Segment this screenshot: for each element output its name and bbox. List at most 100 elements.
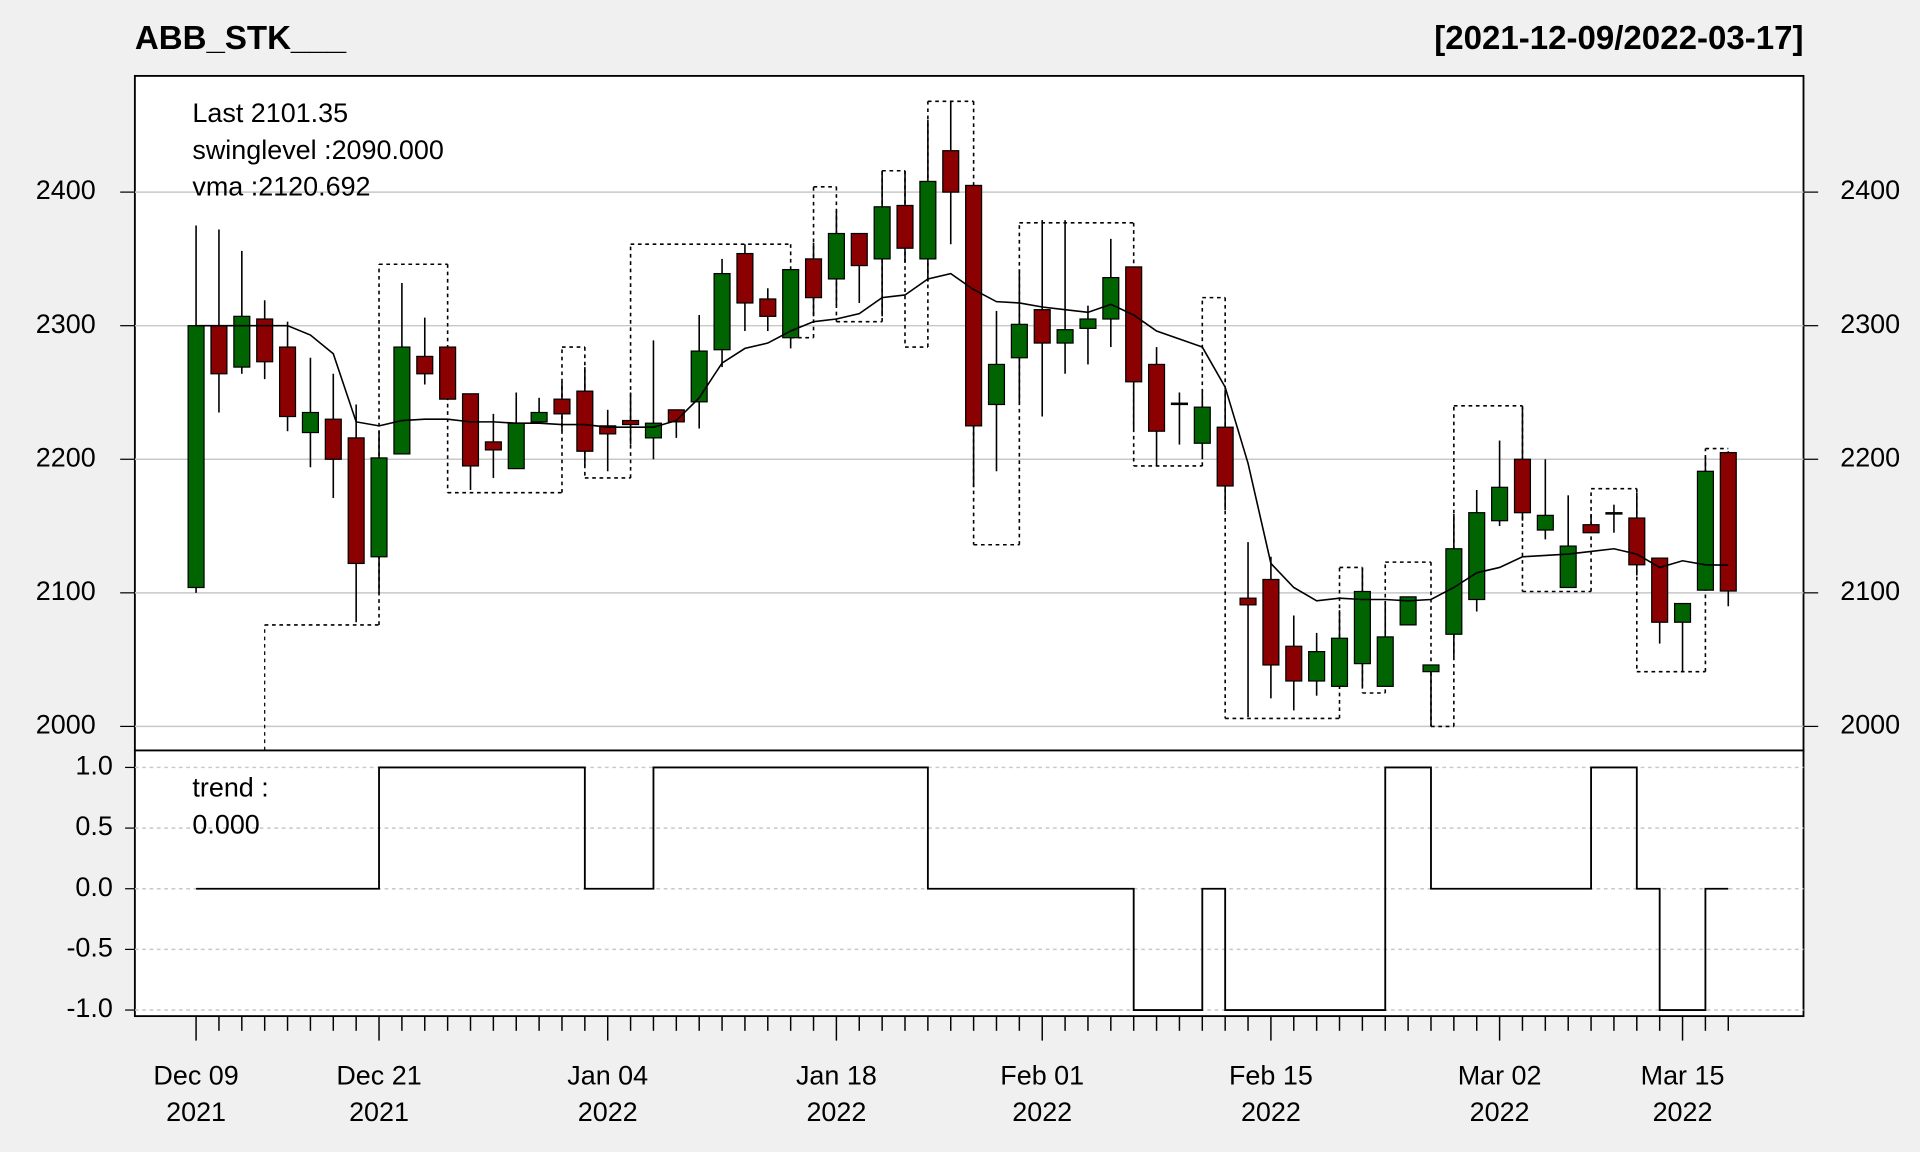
y-tick-label: -1.0 <box>66 993 112 1023</box>
candle-body <box>1605 512 1623 515</box>
y-tick-label: 0.0 <box>75 872 112 902</box>
candle-body <box>622 419 640 426</box>
candle-body <box>1239 597 1257 606</box>
candle-body <box>1651 557 1669 623</box>
y-tick-label: 2400 <box>36 175 96 205</box>
candle-body <box>690 350 708 403</box>
candle-body <box>1147 363 1166 432</box>
x-tick-label: Mar 15 <box>1641 1060 1725 1090</box>
candle-body <box>1582 524 1600 534</box>
x-tick-label: 2021 <box>349 1097 409 1127</box>
y-tick-label: -0.5 <box>66 933 112 963</box>
candle-body <box>210 325 228 375</box>
candle-body <box>233 315 251 368</box>
candle-body <box>553 398 571 415</box>
legend-entry: vma :2120.692 <box>192 172 370 202</box>
y-tick-label: 1.0 <box>75 751 112 781</box>
candle-body <box>1170 402 1189 406</box>
candle-body <box>1445 548 1463 635</box>
candle-body <box>1193 406 1211 444</box>
y-tick-label: 2300 <box>1840 309 1900 339</box>
candle-body <box>370 457 388 558</box>
candle-body <box>1536 514 1554 531</box>
candle-body <box>942 150 960 193</box>
candle-body <box>347 437 365 565</box>
candle-body <box>850 232 868 267</box>
candle-body <box>667 409 685 423</box>
candle-body <box>804 258 823 299</box>
candle-body <box>187 325 205 589</box>
candle-body <box>1719 451 1737 592</box>
candle-body <box>461 393 480 467</box>
candle-body <box>987 363 1006 406</box>
x-tick-label: Dec 21 <box>336 1060 421 1090</box>
y-tick-label: 0.5 <box>75 811 112 841</box>
candle-body <box>301 411 319 434</box>
y-tick-label: 2200 <box>36 442 96 472</box>
candle-body <box>713 272 731 351</box>
trend-panel <box>133 749 1805 1018</box>
x-tick-label: Feb 15 <box>1229 1060 1313 1090</box>
candle-body <box>1673 602 1692 623</box>
y-tick-label: 2000 <box>36 710 96 740</box>
date-range: [2021-12-09/2022-03-17] <box>1434 20 1803 57</box>
candle-body <box>256 318 274 363</box>
candle-body <box>1559 545 1577 589</box>
x-tick-label: Jan 18 <box>796 1060 877 1090</box>
candle-body <box>1056 329 1074 344</box>
candle-body <box>507 422 525 470</box>
candle-body <box>1513 458 1532 514</box>
candle-body <box>1285 645 1303 682</box>
x-tick-label: Mar 02 <box>1458 1060 1542 1090</box>
y-tick-label: 2400 <box>1840 175 1900 205</box>
candle-body <box>1468 512 1486 601</box>
x-tick-label: 2022 <box>1653 1097 1713 1127</box>
candle-body <box>599 425 617 435</box>
candle-body <box>1079 318 1097 329</box>
y-tick-label: 2300 <box>36 309 96 339</box>
candle-body <box>1216 426 1234 487</box>
candle-body <box>1330 637 1349 687</box>
candle-body <box>1353 590 1371 665</box>
candle-body <box>1262 578 1280 666</box>
legend-entry: Last 2101.35 <box>192 98 348 128</box>
x-tick-label: 2021 <box>166 1097 226 1127</box>
legend-entry: swinglevel :2090.000 <box>192 135 443 165</box>
candle-body <box>530 411 548 423</box>
candle-body <box>919 180 937 260</box>
candle-body <box>1422 664 1440 673</box>
y-tick-label: 2200 <box>1840 442 1900 472</box>
legend-entry: 0.000 <box>192 809 259 839</box>
candle-body <box>873 206 891 260</box>
candle-body <box>827 232 845 280</box>
candle-body <box>1399 596 1417 626</box>
candle-body <box>324 418 342 460</box>
x-tick-label: 2022 <box>578 1097 638 1127</box>
candle-body <box>896 204 914 249</box>
legend-entry: trend : <box>192 773 268 803</box>
y-tick-label: 2000 <box>1840 710 1900 740</box>
candle-body <box>393 346 411 455</box>
candle-body <box>1010 323 1028 359</box>
candle-body <box>1033 309 1051 344</box>
x-tick-label: 2022 <box>1241 1097 1301 1127</box>
candle-body <box>439 346 457 400</box>
chart-title: ABB_STK___ <box>135 20 347 57</box>
candle-body <box>1125 266 1143 383</box>
candle-body <box>1491 486 1509 522</box>
candle-body <box>782 268 800 339</box>
candle-body <box>759 298 777 317</box>
x-tick-label: Feb 01 <box>1000 1060 1084 1090</box>
x-tick-label: 2022 <box>1470 1097 1530 1127</box>
candle-body <box>576 390 594 452</box>
candle-body <box>736 252 754 304</box>
candle-body <box>1376 636 1394 687</box>
x-tick-label: 2022 <box>1012 1097 1072 1127</box>
y-tick-label: 2100 <box>36 576 96 606</box>
x-tick-label: 2022 <box>806 1097 866 1127</box>
candle-body <box>416 355 434 375</box>
vma-line <box>196 272 1729 602</box>
x-tick-label: Jan 04 <box>567 1060 648 1090</box>
